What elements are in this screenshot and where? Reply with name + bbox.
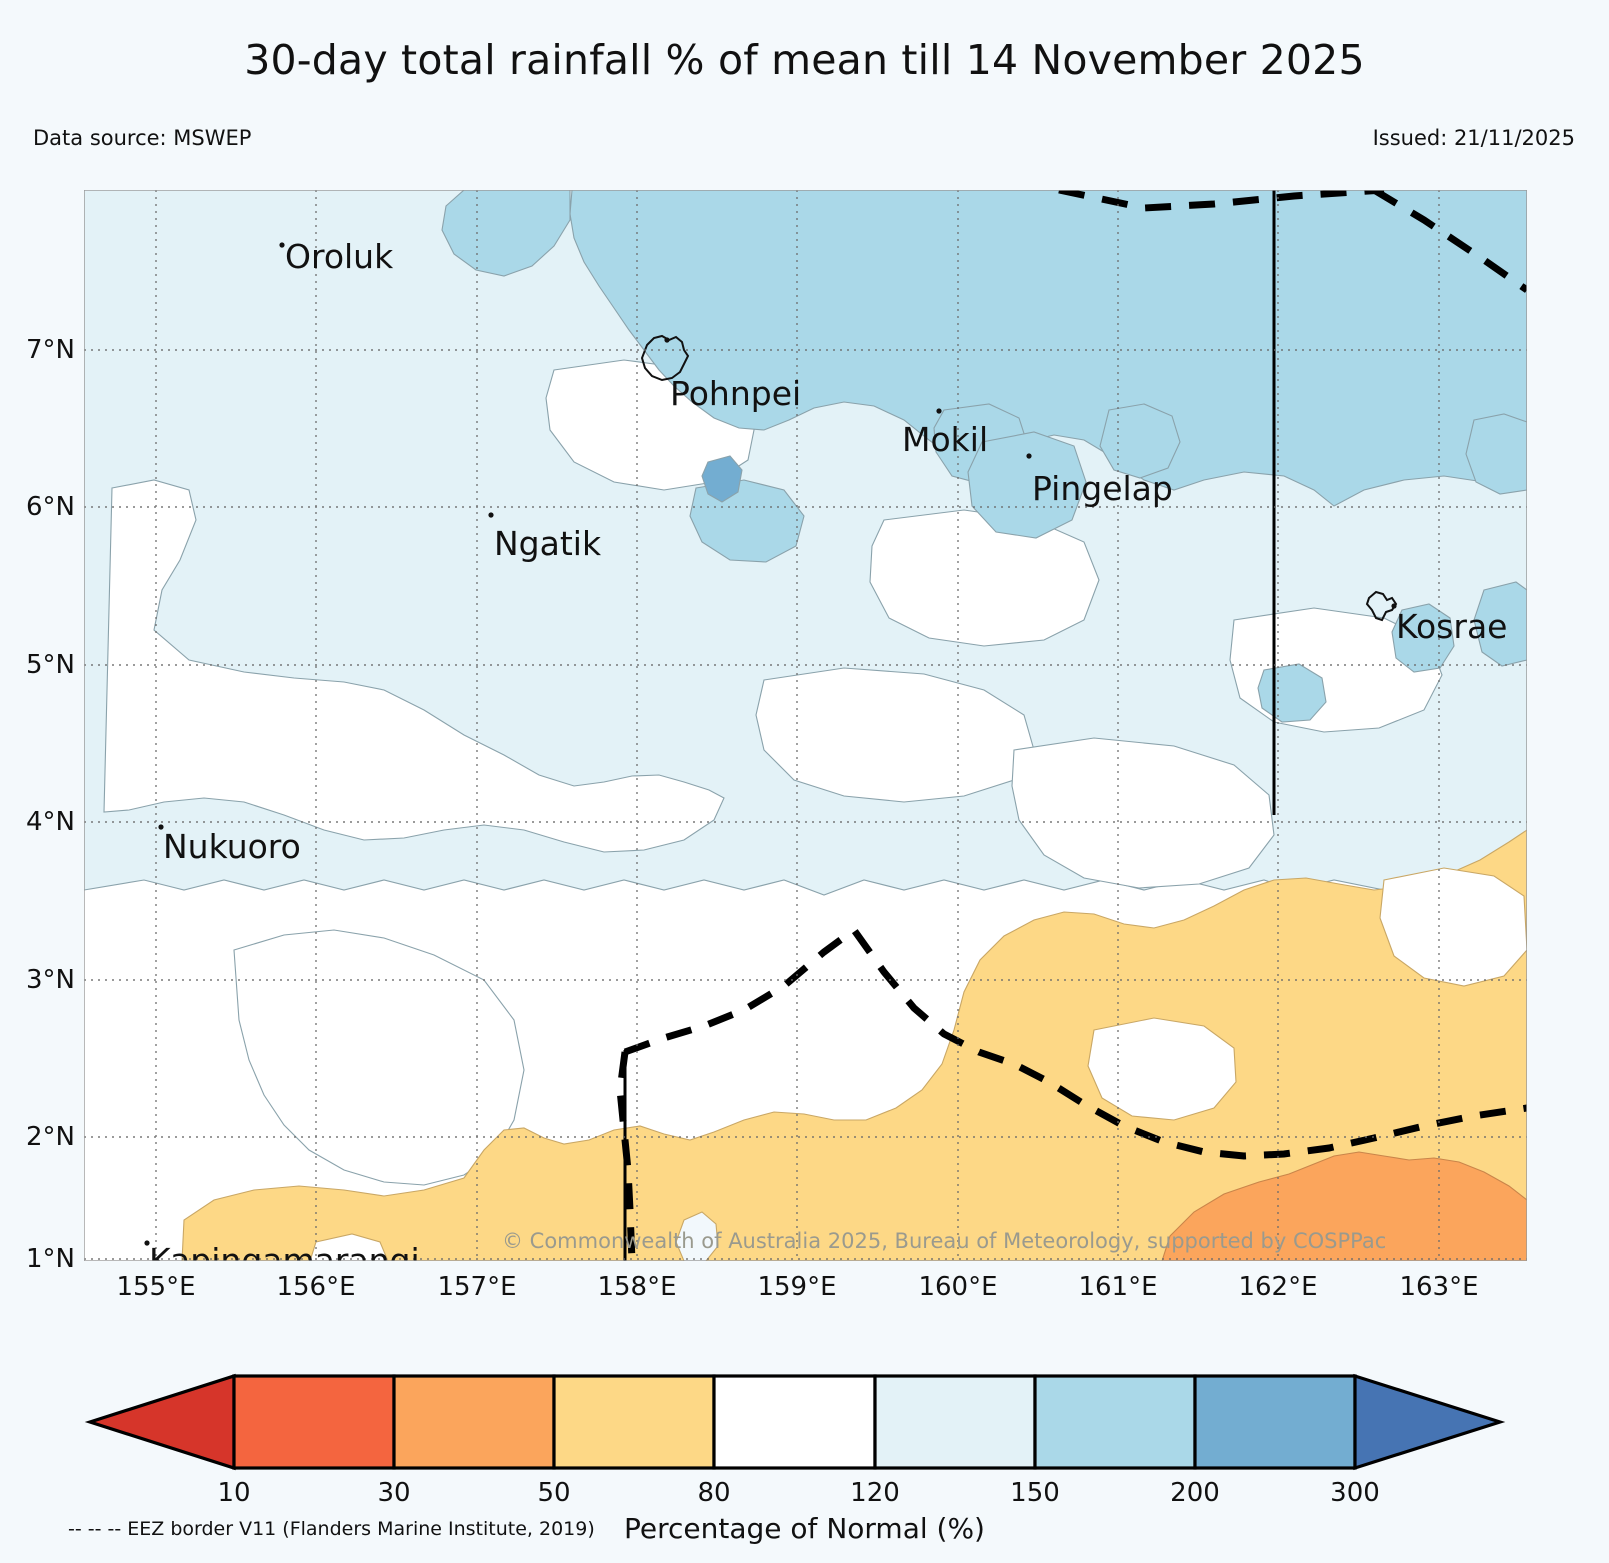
place-label-pingelap: Pingelap: [1032, 469, 1173, 508]
eez-legend: -- -- -- EEZ border V11 (Flanders Marine…: [68, 1518, 595, 1540]
x-tick-155e: 155°E: [116, 1272, 196, 1302]
colorbar-seg-50-80: [552, 1374, 716, 1470]
map-panel: Oroluk Pohnpei Mokil Pingelap Ngatik Kos…: [84, 190, 1527, 1261]
colorbar-tick-30: 30: [377, 1478, 411, 1508]
place-label-ngatik: Ngatik: [494, 524, 602, 563]
place-label-kapingamarangi: Kapingamarangi: [149, 1241, 420, 1261]
place-label-nukuoro: Nukuoro: [163, 827, 301, 866]
y-tick-3n: 3°N: [26, 965, 75, 995]
colorbar-tick-10: 10: [217, 1478, 251, 1508]
x-tick-158e: 158°E: [597, 1272, 677, 1302]
place-markers: [144, 242, 1397, 1246]
colorbar-seg-200-300: [1193, 1374, 1357, 1470]
colorbar-seg-120-150: [873, 1374, 1037, 1470]
colorbar-seg-150-200: [1033, 1374, 1197, 1470]
colorbar-tick-labels: 10 30 50 80 120 150 200 300: [0, 1478, 1609, 1512]
colorbar-tick-150: 150: [1010, 1478, 1060, 1508]
colorbar-seg-80-120: [712, 1374, 877, 1470]
x-tick-157e: 157°E: [437, 1272, 517, 1302]
colorbar-seg-over300: [1353, 1373, 1506, 1471]
y-tick-7n: 7°N: [26, 335, 75, 365]
x-tick-160e: 160°E: [918, 1272, 998, 1302]
colorbar-title: Percentage of Normal (%): [624, 1512, 985, 1545]
y-tick-5n: 5°N: [26, 650, 75, 680]
colorbar-tick-200: 200: [1170, 1478, 1220, 1508]
colorbar-tick-120: 120: [850, 1478, 900, 1508]
eez-dashed-north-b: [1372, 190, 1527, 293]
place-label-pohnpei: Pohnpei: [670, 374, 801, 413]
eez-dashed-north-a: [1058, 190, 1385, 212]
x-tick-159e: 159°E: [757, 1272, 837, 1302]
y-tick-2n: 2°N: [26, 1122, 75, 1152]
graticule: [84, 190, 1527, 1261]
place-label-kosrae: Kosrae: [1396, 607, 1507, 646]
y-tick-6n: 6°N: [26, 492, 75, 522]
eez-dashed-south-branch: [616, 1051, 636, 1261]
colorbar-svg: [84, 1373, 1506, 1471]
colorbar-tick-50: 50: [537, 1478, 571, 1508]
x-tick-161e: 161°E: [1078, 1272, 1158, 1302]
colorbar-seg-30-50: [392, 1374, 556, 1470]
x-tick-163e: 163°E: [1399, 1272, 1479, 1302]
eez-dashed-south: [623, 925, 1527, 1160]
colorbar-tick-80: 80: [697, 1478, 731, 1508]
x-tick-162e: 162°E: [1238, 1272, 1318, 1302]
colorbar-tick-300: 300: [1330, 1478, 1380, 1508]
y-tick-4n: 4°N: [26, 807, 75, 837]
y-tick-1n: 1°N: [26, 1244, 75, 1274]
issued-date-label: Issued: 21/11/2025: [1372, 126, 1575, 150]
colorbar-seg-10-30: [232, 1374, 396, 1470]
copyright-notice: © Commonwealth of Australia 2025, Bureau…: [502, 1229, 1387, 1253]
page-title: 30-day total rainfall % of mean till 14 …: [244, 36, 1365, 84]
colorbar-seg-under10: [84, 1373, 236, 1471]
data-source-label: Data source: MSWEP: [33, 126, 252, 150]
place-label-mokil: Mokil: [902, 420, 988, 459]
rainfall-anomaly-map: Oroluk Pohnpei Mokil Pingelap Ngatik Kos…: [84, 190, 1527, 1261]
place-label-oroluk: Oroluk: [285, 237, 394, 276]
colorbar: [0, 1368, 1609, 1478]
x-tick-156e: 156°E: [276, 1272, 356, 1302]
